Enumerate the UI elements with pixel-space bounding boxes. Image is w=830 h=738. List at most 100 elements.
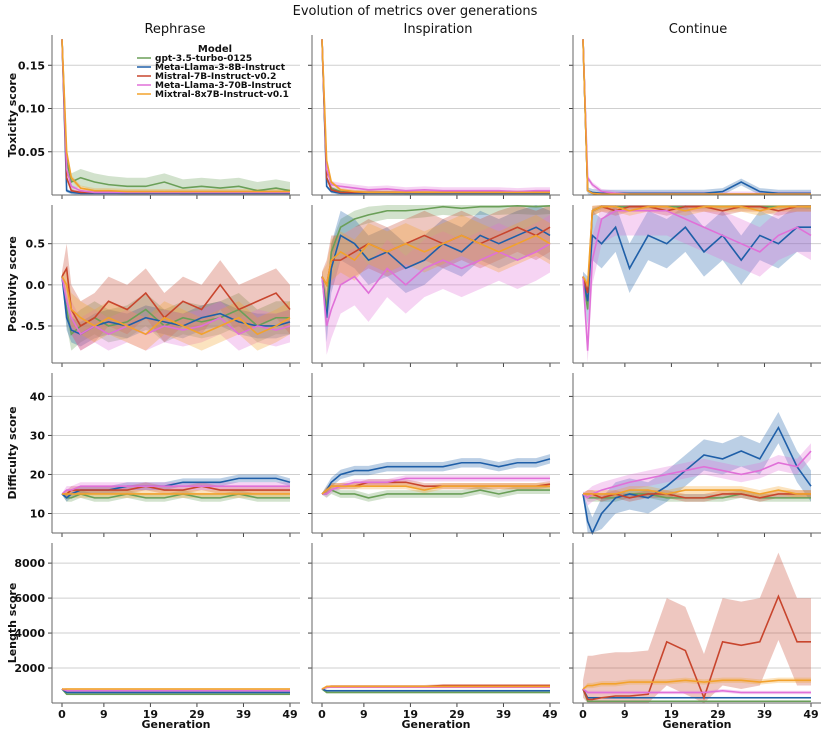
x-tick-label: 49 xyxy=(542,708,557,721)
y-label-difficulty: Difficulty score xyxy=(6,406,19,499)
column-title-inspiration: Inspiration xyxy=(404,22,473,37)
x-label-inspiration: Generation xyxy=(401,718,470,731)
ci-band-Mixtral-8x7B-Instruct-v0.1 xyxy=(583,677,811,690)
x-tick-label: 39 xyxy=(236,708,251,721)
series-line-Mistral-7B-Instruct-v0.2 xyxy=(582,594,811,701)
legend-item: Mixtral-8x7B-Instruct-v0.1 xyxy=(137,90,289,100)
ci-band-Meta-Llama-3-70B-Instruct xyxy=(583,443,811,506)
x-label-continue: Generation xyxy=(662,718,731,731)
x-tick-label: 19 xyxy=(143,708,158,721)
y-tick-label: 0.0 xyxy=(26,279,46,292)
series-line-Meta-Llama-3-8B-Instruct xyxy=(61,276,291,336)
ci-band-Meta-Llama-3-70B-Instruct xyxy=(583,205,811,363)
x-tick-label: 29 xyxy=(189,708,204,721)
ci-band-Mixtral-8x7B-Instruct-v0.1 xyxy=(322,38,550,195)
ci-band-Meta-Llama-3-8B-Instruct xyxy=(322,38,550,195)
legend: Model gpt-3.5-turbo-0125Meta-Llama-3-8B-… xyxy=(137,44,292,100)
y-tick-label: 6000 xyxy=(14,592,45,605)
legend-item: Mistral-7B-Instruct-v0.2 xyxy=(137,72,276,82)
x-tick-label: 29 xyxy=(449,708,464,721)
series-line-Mixtral-8x7B-Instruct-v0.1 xyxy=(583,489,811,495)
ci-band-Mixtral-8x7B-Instruct-v0.1 xyxy=(583,486,811,498)
series-line-Meta-Llama-3-70B-Instruct xyxy=(321,242,551,327)
panel-toxicity-rephrase: 0.05 0.10 0.15 xyxy=(18,35,300,199)
series-line-Meta-Llama-3-8B-Instruct xyxy=(582,39,811,195)
y-label-toxicity: Toxicity score xyxy=(6,73,19,158)
x-tick-label: 9 xyxy=(100,708,108,721)
series-line-Meta-Llama-3-70B-Instruct xyxy=(582,450,812,499)
series-line-Mistral-7B-Instruct-v0.2 xyxy=(61,265,291,328)
series-line-Mixtral-8x7B-Instruct-v0.1 xyxy=(321,234,551,288)
legend-label: Mixtral-8x7B-Instruct-v0.1 xyxy=(155,90,289,100)
series-line-Meta-Llama-3-70B-Instruct xyxy=(582,688,811,694)
series-line-gpt-3.5-turbo-0125 xyxy=(321,688,550,694)
y-tick-label: 40 xyxy=(30,390,46,403)
ci-band-Mistral-7B-Instruct-v0.2 xyxy=(583,39,811,195)
column-title-continue: Continue xyxy=(669,22,727,37)
ci-band-gpt-3.5-turbo-0125 xyxy=(62,273,290,351)
series-line-Meta-Llama-3-70B-Instruct xyxy=(582,209,812,351)
x-tick-label: 39 xyxy=(496,708,511,721)
y-tick-label: 20 xyxy=(30,468,46,481)
legend-item: Meta-Llama-3-8B-Instruct xyxy=(137,63,286,73)
x-tick-label: 0 xyxy=(58,708,66,721)
series-line-Meta-Llama-3-8B-Instruct xyxy=(582,688,811,699)
series-line-gpt-3.5-turbo-0125 xyxy=(61,39,291,192)
ci-band-gpt-3.5-turbo-0125 xyxy=(322,38,550,195)
series-line-Mixtral-8x7B-Instruct-v0.1 xyxy=(321,685,550,690)
x-label-rephrase: Generation xyxy=(141,718,210,731)
legend-label: Meta-Llama-3-8B-Instruct xyxy=(155,63,286,73)
y-tick-label: 4000 xyxy=(14,627,45,640)
y-tick-label: 0.10 xyxy=(18,103,45,116)
y-tick-label: 8000 xyxy=(14,557,45,570)
series-line-Meta-Llama-3-70B-Instruct xyxy=(61,276,291,336)
y-tick-label: 2000 xyxy=(14,662,45,675)
series-line-Mixtral-8x7B-Instruct-v0.1 xyxy=(61,39,290,193)
x-tick-label: 49 xyxy=(282,708,297,721)
panel-difficulty-rephrase: 10 20 30 40 xyxy=(30,373,300,537)
panel-difficulty-continue xyxy=(569,373,821,537)
y-label-positivity: Positivity score xyxy=(6,236,19,332)
ci-band-Meta-Llama-3-70B-Instruct xyxy=(62,273,290,351)
series-line-Mixtral-8x7B-Instruct-v0.1 xyxy=(582,679,811,690)
x-tick-label: 39 xyxy=(757,708,772,721)
legend-item: Meta-Llama-3-70B-Instruct xyxy=(137,81,292,91)
ci-band-Meta-Llama-3-8B-Instruct xyxy=(583,38,811,195)
legend-label: gpt-3.5-turbo-0125 xyxy=(155,54,252,64)
series-line-Meta-Llama-3-8B-Instruct xyxy=(321,39,550,195)
y-tick-label: 0.05 xyxy=(18,146,45,159)
panel-toxicity-inspiration xyxy=(308,35,560,199)
series-line-gpt-3.5-turbo-0125 xyxy=(61,688,290,696)
x-tick-label: 0 xyxy=(318,708,326,721)
panel-difficulty-inspiration xyxy=(308,373,560,537)
series-line-Meta-Llama-3-8B-Instruct xyxy=(582,425,812,535)
x-tick-label: 9 xyxy=(360,708,368,721)
x-tick-label: 0 xyxy=(579,708,587,721)
series-line-gpt-3.5-turbo-0125 xyxy=(582,39,811,195)
panel-length-rephrase: 2000 4000 6000 8000 0 9 19 29 39 49 xyxy=(14,543,300,721)
y-tick-label: 0.15 xyxy=(18,59,45,72)
series-line-Mistral-7B-Instruct-v0.2 xyxy=(582,39,811,195)
series-line-Meta-Llama-3-70B-Instruct xyxy=(61,688,290,692)
panel-positivity-rephrase: -0.5 0.0 0.5 xyxy=(21,205,300,367)
series-line-Meta-Llama-3-8B-Instruct xyxy=(61,39,290,195)
ci-band-Meta-Llama-3-8B-Instruct xyxy=(322,205,550,343)
ci-band-gpt-3.5-turbo-0125 xyxy=(583,39,811,195)
ci-band-Meta-Llama-3-70B-Instruct xyxy=(322,475,550,498)
y-tick-label: -0.5 xyxy=(21,320,45,333)
series-line-Mistral-7B-Instruct-v0.2 xyxy=(583,493,811,499)
y-label-length: Length score xyxy=(6,583,19,664)
ci-band-Mixtral-8x7B-Instruct-v0.1 xyxy=(583,39,811,195)
series-line-Meta-Llama-3-8B-Instruct xyxy=(61,688,290,694)
ci-band-Mistral-7B-Instruct-v0.2 xyxy=(583,552,811,703)
series-line-Mixtral-8x7B-Instruct-v0.1 xyxy=(582,39,811,195)
x-tick-label: 49 xyxy=(803,708,818,721)
ci-band-Meta-Llama-3-8B-Instruct xyxy=(62,474,290,502)
ci-band-Meta-Llama-3-70B-Instruct xyxy=(583,38,811,195)
ci-band-Mistral-7B-Instruct-v0.2 xyxy=(322,38,550,195)
series-line-gpt-3.5-turbo-0125 xyxy=(61,493,290,499)
panel-length-inspiration: 0 9 19 29 39 49 xyxy=(308,543,560,721)
series-line-Meta-Llama-3-8B-Instruct xyxy=(321,688,550,692)
y-tick-label: 30 xyxy=(30,429,46,442)
